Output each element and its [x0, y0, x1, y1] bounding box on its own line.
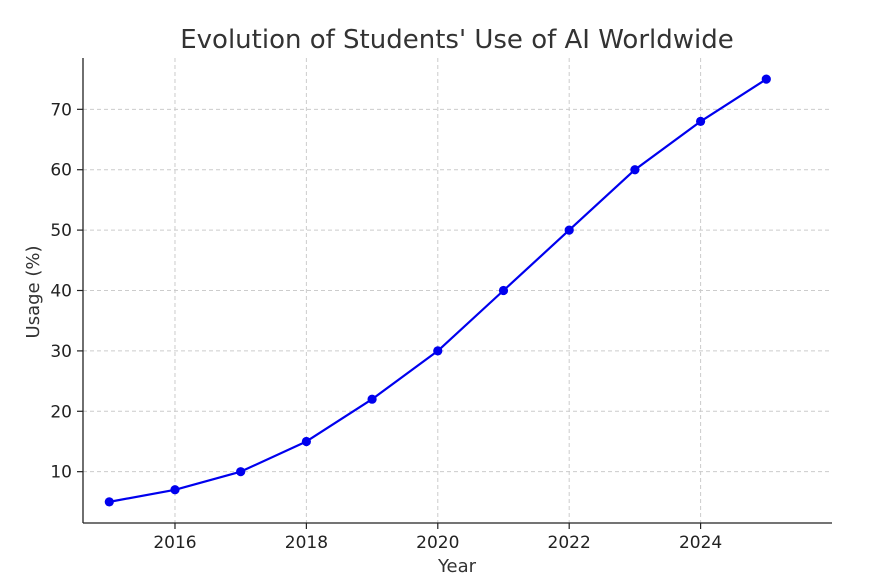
series: [104, 74, 771, 507]
data-point: [630, 165, 640, 175]
x-tick-label: 2018: [285, 533, 328, 553]
x-tick-label: 2022: [548, 533, 591, 553]
ticks: 2016 2018 2020 2022 2024 10 20 30 40 50 60 70: [50, 100, 722, 553]
x-tick-label: 2016: [153, 533, 196, 553]
grid: [83, 58, 832, 523]
data-point: [433, 346, 443, 356]
x-tick-label: 2024: [679, 533, 722, 553]
y-tick-label: 20: [50, 402, 72, 422]
y-tick-label: 30: [50, 342, 72, 362]
x-axis-label: Year: [437, 556, 477, 577]
y-tick-label: 40: [50, 282, 72, 302]
chart-title: Evolution of Students' Use of AI Worldwi…: [180, 25, 734, 55]
y-tick-label: 10: [50, 463, 72, 483]
y-tick-label: 70: [50, 100, 72, 120]
y-tick-label: 50: [50, 221, 72, 241]
data-point: [695, 116, 706, 127]
data-point: [170, 485, 180, 495]
data-point: [498, 285, 509, 296]
data-point: [367, 394, 377, 404]
x-tick-label: 2020: [416, 533, 459, 553]
y-tick-label: 60: [50, 161, 72, 181]
data-point: [761, 74, 771, 84]
data-point: [564, 225, 574, 235]
data-point: [104, 497, 114, 507]
data-point: [236, 467, 246, 477]
data-point: [301, 436, 311, 447]
y-axis-label: Usage (%): [23, 246, 44, 339]
